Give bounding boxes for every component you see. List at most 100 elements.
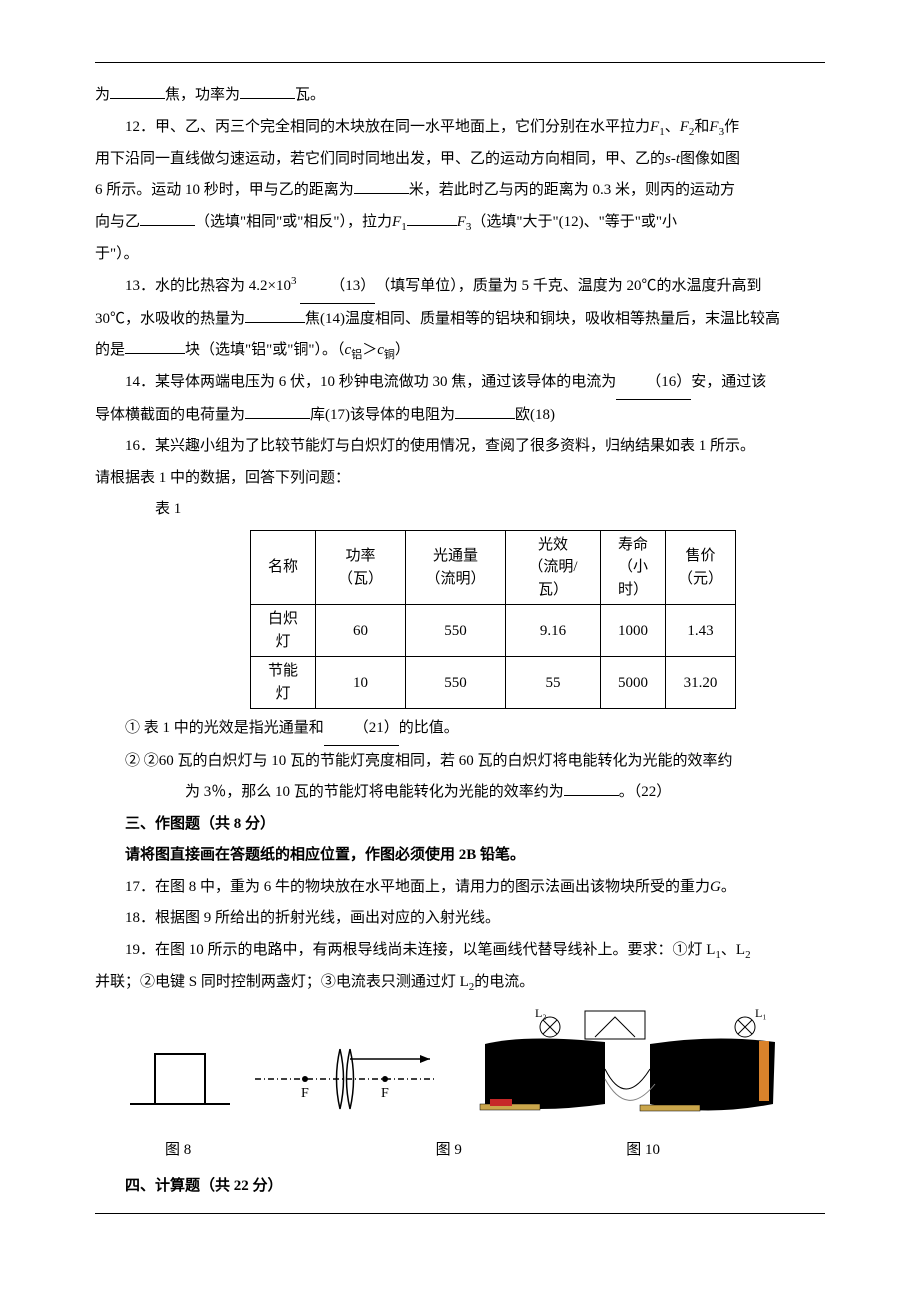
blank [245,322,305,323]
cell: 55 [506,657,601,709]
txt: 导体横截面的电荷量为 [95,407,245,423]
th-eff: 光效 （流明/瓦） [506,530,601,605]
table1: 名称 功率（瓦） 光通量（流明） 光效（流明/瓦） 寿命（小时） 售价（元） 白… [250,530,736,710]
figures-row: F F L₂ L₁ [95,1009,825,1132]
txt: ） [395,342,410,358]
txt: 19．在图 10 所示的电路中，有两根导线尚未连接，以笔画线代替导线补上。要求：… [125,942,715,958]
txt: 的是 [95,342,125,358]
txt: 的比值。 [399,720,459,736]
var: F [680,119,689,135]
blank [455,418,515,419]
txt: 作 [724,119,739,135]
switch-label: S [713,1080,719,1092]
bulb-l2-label: L₂ [535,1009,547,1020]
q16-li2: ② ②60 瓦的白炽灯与 10 瓦的节能灯亮度相同，若 60 瓦的白炽灯将电能转… [95,746,825,778]
txt: （选填"大于"(12)、"等于"或"小 [471,214,677,230]
sub: 铝 [351,349,362,361]
q18: 18．根据图 9 所给出的折射光线，画出对应的入射光线。 [95,903,825,935]
cell: 白炽灯 [251,605,316,657]
q12-p1: 12．甲、乙、丙三个完全相同的木块放在同一水平地面上，它们分别在水平拉力F1、F… [95,112,825,144]
q16-p2: 请根据表 1 中的数据，回答下列问题： [95,463,825,495]
txt: 14．某导体两端电压为 6 伏，10 秒钟电流做功 30 焦，通过该导体的电流为 [125,374,616,390]
var: c [377,342,384,358]
txt: （填写单位），质量为 5 千克、温度为 20℃的水温度升高到 [375,278,761,294]
txt: 30℃，水吸收的热量为 [95,311,245,327]
th-flux: 光通量（流明） [406,530,506,605]
blank [140,225,195,226]
cell: 5000 [601,657,666,709]
cell: 10 [316,657,406,709]
txt: 安，通过该 [691,374,766,390]
figure-8 [125,1039,235,1132]
q14-p1: 14．某导体两端电压为 6 伏，10 秒钟电流做功 30 焦，通过该导体的电流为… [95,367,825,400]
txt: 。（22） [619,784,672,800]
blank [354,193,409,194]
blank-labeled: （21） [324,713,399,746]
q13-p2: 30℃，水吸收的热量为焦(14)温度相同、质量相等的铝块和铜块，吸收相等热量后，… [95,304,825,336]
th-life: 寿命（小时） [601,530,666,605]
txt: 库(17)该导体的电阻为 [310,407,455,423]
txt: ＞ [362,342,377,358]
txt: 光效 [538,537,568,553]
txt: 为 3％，那么 10 瓦的节能灯将电能转化为光能的效率约为 [185,784,564,800]
th-price: 售价 （元） [666,530,736,605]
q12-p3: 6 所示。运动 10 秒时，甲与乙的距离为米，若此时乙与丙的距离为 0.3 米，… [95,175,825,207]
txt: 的电流。 [474,974,534,990]
txt: 光通量 [433,548,478,564]
txt: （元） [678,571,723,587]
section-3-title: 三、作图题（共 8 分） [95,809,825,841]
txt: 。 [721,879,736,895]
txt: 售价 [686,548,716,564]
table-header-row: 名称 功率（瓦） 光通量（流明） 光效（流明/瓦） 寿命（小时） 售价（元） [251,530,736,605]
section-3-note: 请将图直接画在答题纸的相应位置，作图必须使用 2B 铅笔。 [95,840,825,872]
block-on-surface-icon [125,1039,235,1119]
sub: 铜 [384,349,395,361]
figure-10: L₂ L₁ S [455,1009,795,1132]
txt: 并联；②电键 S 同时控制两盏灯；③电流表只测通过灯 L [95,974,469,990]
circuit-diagram-icon: L₂ L₁ S [455,1009,795,1119]
q13-p1: 13．水的比热容为 4.2×103 （13）（填写单位），质量为 5 千克、温度… [95,270,825,304]
bulb-l1-label: L₁ [755,1009,767,1020]
txt: 和 [694,119,709,135]
cell: 550 [406,657,506,709]
q19-p1: 19．在图 10 所示的电路中，有两根导线尚未连接，以笔画线代替导线补上。要求：… [95,935,825,967]
var: F [392,214,401,230]
q12-p2: 用下沿同一直线做匀速运动，若它们同时同地出发，甲、乙的运动方向相同，甲、乙的s-… [95,144,825,176]
th-power: 功率（瓦） [316,530,406,605]
fig10-caption: 图 10 [626,1135,660,1167]
prev-page-tail: 为焦，功率为瓦。 [95,80,825,112]
txt: 焦，功率为 [165,87,240,103]
txt: 12．甲、乙、丙三个完全相同的木块放在同一水平地面上，它们分别在水平拉力 [125,119,650,135]
txt: 图像如图 [680,151,740,167]
q13-p3: 的是块（选填"铝"或"铜"）。（c铝＞c铜） [95,335,825,367]
sup: 3 [291,275,297,287]
txt: （选填"相同"或"相反"），拉力 [195,214,392,230]
txt: 瓦。 [295,87,325,103]
cell: 1000 [601,605,666,657]
fig8-caption: 图 8 [165,1135,191,1167]
blank [245,418,310,419]
q19-p2: 并联；②电键 S 同时控制两盏灯；③电流表只测通过灯 L2的电流。 [95,967,825,999]
page-bottom-rule [95,1213,825,1214]
q17: 17．在图 8 中，重为 6 牛的物块放在水平地面上，请用力的图示法画出该物块所… [95,872,825,904]
figure-9: F F [250,1039,440,1132]
sub: 1 [401,221,407,233]
cell: 1.43 [666,605,736,657]
txt: （小时） [618,559,648,598]
txt: （流明/瓦） [528,559,577,598]
txt: 欧(18) [515,407,555,423]
blank [125,353,185,354]
cell: 节能灯 [251,657,316,709]
txt: ① 表 1 中的光效是指光通量和 [125,720,324,736]
blank-labeled: （16） [616,367,691,400]
txt: ② ②60 瓦的白炽灯与 10 瓦的节能灯亮度相同，若 60 瓦的白炽灯将电能转… [125,753,733,769]
var: G [710,879,721,895]
lens-diagram-icon: F F [250,1039,440,1119]
txt: 17．在图 8 中，重为 6 牛的物块放在水平地面上，请用力的图示法画出该物块所… [125,879,710,895]
txt: 块（选填"铝"或"铜"）。（ [185,342,345,358]
q16-li1: ① 表 1 中的光效是指光通量和（21）的比值。 [95,713,825,746]
q16-li2b: 为 3％，那么 10 瓦的节能灯将电能转化为光能的效率约为 。（22） [95,777,825,809]
var: F [650,119,659,135]
table1-label: 表 1 [95,494,825,526]
var: F [709,119,718,135]
